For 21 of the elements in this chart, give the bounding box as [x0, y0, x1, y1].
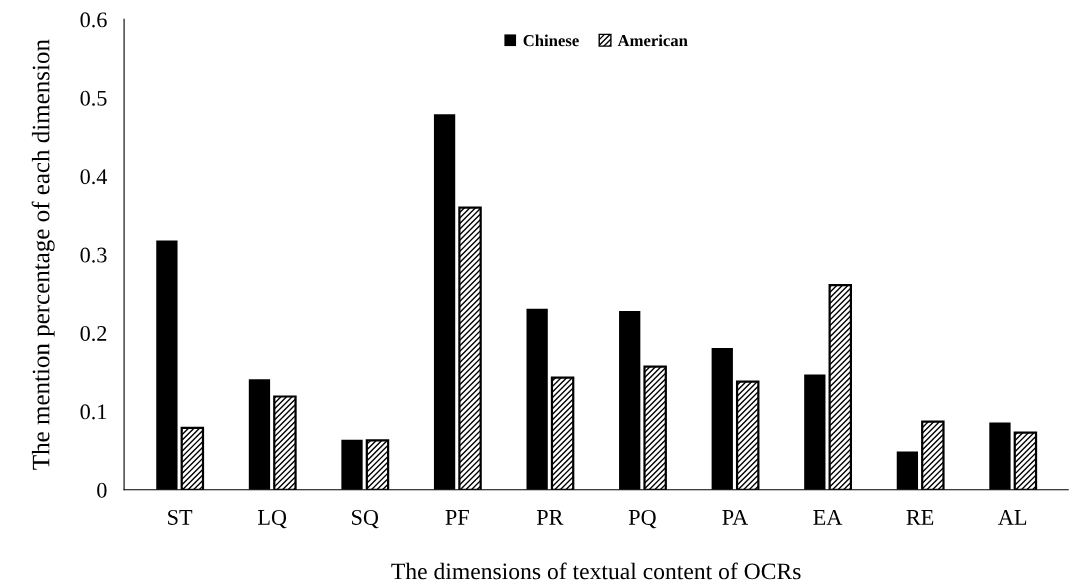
legend-label: American	[617, 34, 688, 47]
x-tick-label: AL	[998, 510, 1027, 525]
y-tick-label: 0.2	[80, 325, 107, 342]
x-tick-label: PF	[445, 510, 469, 525]
x-tick-label: EA	[813, 510, 843, 525]
y-tick-label: 0	[97, 482, 107, 498]
y-tick-label: 0.1	[80, 404, 107, 420]
x-axis-title: The dimensions of textual content of OCRs	[391, 562, 801, 580]
x-tick-label: ST	[168, 509, 193, 525]
x-tick-label: PQ	[628, 509, 657, 529]
y-tick-label: 0.4	[80, 169, 108, 185]
y-tick-label: 0.6	[80, 12, 107, 28]
x-tick-label: RE	[906, 510, 934, 525]
x-tick-label: PR	[536, 510, 564, 525]
y-tick-label: 0.3	[80, 247, 107, 263]
y-tick-label: 0.5	[80, 90, 107, 106]
y-axis-title: The mention percentage of each dimension	[31, 39, 55, 470]
x-tick-label: SQ	[352, 509, 379, 529]
x-tick-label: PA	[722, 510, 749, 525]
legend-label: Chinese	[523, 34, 579, 47]
x-tick-label: LQ	[258, 509, 287, 529]
